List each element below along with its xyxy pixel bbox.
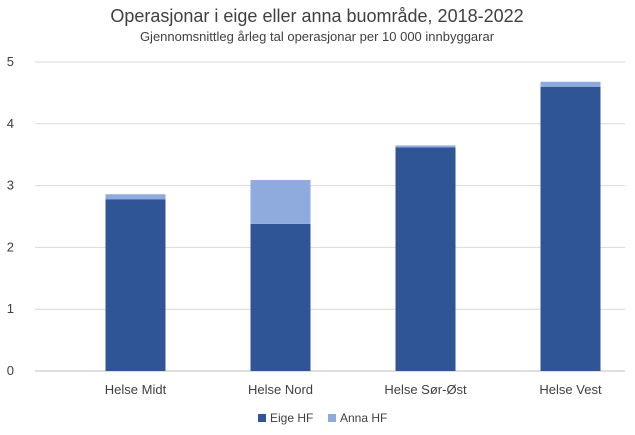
bar-eige-hf-helse-sør-øst <box>395 147 456 371</box>
legend-swatch <box>258 414 266 422</box>
bar-anna-hf-helse-sør-øst <box>395 145 456 148</box>
legend: Eige HF Anna HF <box>258 411 387 425</box>
legend-swatch <box>328 414 336 422</box>
y-axis-ticks: 0 1 2 3 4 5 <box>7 54 14 378</box>
y-tick-label: 5 <box>7 54 14 69</box>
y-tick-label: 1 <box>7 301 14 316</box>
y-tick-label: 4 <box>7 116 14 131</box>
bar-eige-hf-helse-midt <box>105 199 166 371</box>
bar-eige-hf-helse-vest <box>540 86 601 371</box>
x-category-label: Helse Nord <box>248 382 313 397</box>
bars <box>105 81 601 371</box>
bar-eige-hf-helse-nord <box>250 223 311 371</box>
x-category-label: Helse Midt <box>105 382 167 397</box>
bar-anna-hf-helse-midt <box>105 194 166 200</box>
chart-title: Operasjonar i eige eller anna buområde, … <box>110 6 523 26</box>
bar-anna-hf-helse-vest <box>540 81 601 87</box>
y-tick-label: 2 <box>7 239 14 254</box>
legend-label: Anna HF <box>340 411 387 425</box>
bar-anna-hf-helse-nord <box>250 180 311 224</box>
x-axis-labels: Helse Midt Helse Nord Helse Sør-Øst Helse V… <box>105 382 602 397</box>
y-tick-label: 3 <box>7 178 14 193</box>
legend-label: Eige HF <box>270 411 313 425</box>
x-category-label: Helse Sør-Øst <box>384 382 467 397</box>
y-tick-label: 0 <box>7 363 14 378</box>
chart-subtitle: Gjennomsnittleg årleg tal operasjonar pe… <box>140 29 495 44</box>
x-category-label: Helse Vest <box>539 382 602 397</box>
